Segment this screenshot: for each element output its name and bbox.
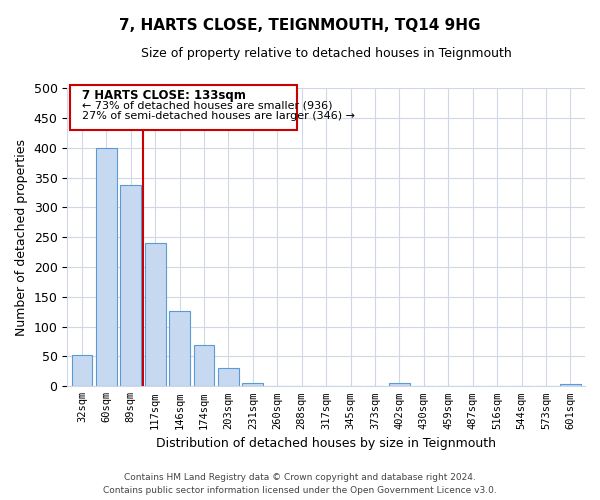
X-axis label: Distribution of detached houses by size in Teignmouth: Distribution of detached houses by size … — [156, 437, 496, 450]
Text: Contains HM Land Registry data © Crown copyright and database right 2024.
Contai: Contains HM Land Registry data © Crown c… — [103, 474, 497, 495]
Bar — [145, 243, 166, 386]
Bar — [96, 148, 117, 386]
Y-axis label: Number of detached properties: Number of detached properties — [15, 138, 28, 336]
Text: ← 73% of detached houses are smaller (936): ← 73% of detached houses are smaller (93… — [82, 100, 332, 110]
Bar — [169, 310, 190, 386]
Text: 27% of semi-detached houses are larger (346) →: 27% of semi-detached houses are larger (… — [82, 110, 355, 120]
Bar — [121, 184, 141, 386]
Bar — [389, 384, 410, 386]
Bar — [242, 384, 263, 386]
Text: 7, HARTS CLOSE, TEIGNMOUTH, TQ14 9HG: 7, HARTS CLOSE, TEIGNMOUTH, TQ14 9HG — [119, 18, 481, 32]
Bar — [560, 384, 581, 386]
Bar — [194, 344, 214, 387]
Bar — [218, 368, 239, 386]
FancyBboxPatch shape — [70, 85, 297, 130]
Title: Size of property relative to detached houses in Teignmouth: Size of property relative to detached ho… — [141, 48, 512, 60]
Text: 7 HARTS CLOSE: 133sqm: 7 HARTS CLOSE: 133sqm — [82, 89, 246, 102]
Bar — [71, 354, 92, 386]
